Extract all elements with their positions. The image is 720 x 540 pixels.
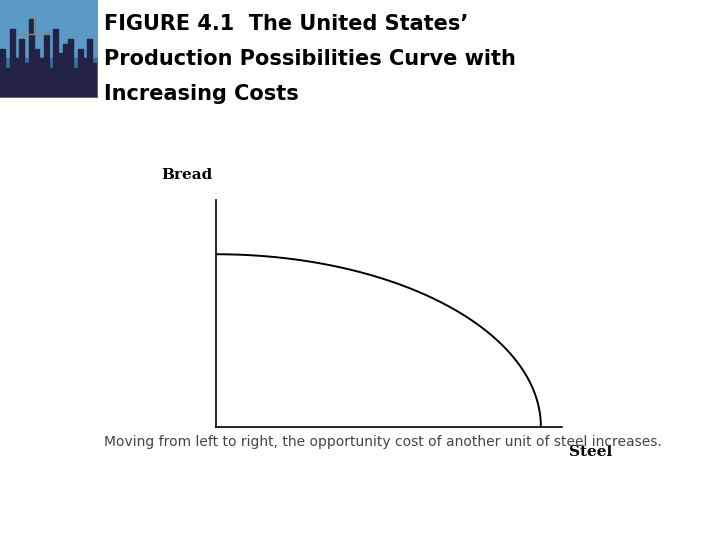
Text: Production Possibilities Curve with: Production Possibilities Curve with xyxy=(104,49,516,69)
Text: Increasing Costs: Increasing Costs xyxy=(104,84,299,104)
Text: Steel: Steel xyxy=(569,445,612,459)
Text: Bread: Bread xyxy=(161,167,212,181)
Text: Moving from left to right, the opportunity cost of another unit of steel increas: Moving from left to right, the opportuni… xyxy=(104,435,662,449)
Text: FIGURE 4.1  The United States’: FIGURE 4.1 The United States’ xyxy=(104,14,469,33)
Text: 4-15: 4-15 xyxy=(684,516,709,525)
Text: Copyright ©2014 Pearson Education, Inc.  All rights reserved.: Copyright ©2014 Pearson Education, Inc. … xyxy=(11,516,355,525)
Polygon shape xyxy=(0,19,97,97)
